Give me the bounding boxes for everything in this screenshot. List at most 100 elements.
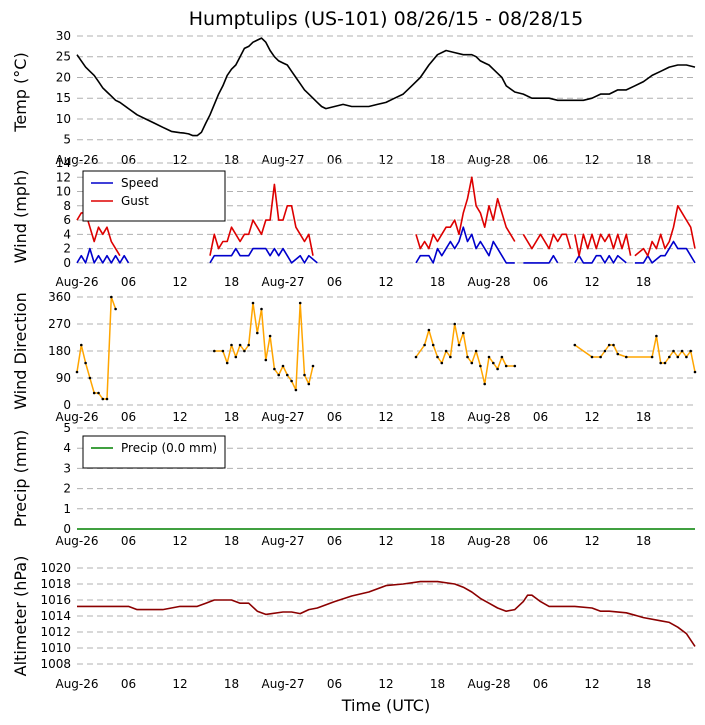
x-tick-label: Aug-28 bbox=[467, 534, 510, 548]
series-line-direction bbox=[415, 323, 515, 385]
direction-point bbox=[590, 355, 594, 359]
direction-point bbox=[676, 355, 680, 359]
y-axis-label: Precip (mm) bbox=[11, 430, 30, 528]
direction-point bbox=[483, 382, 487, 386]
direction-point bbox=[659, 361, 662, 365]
y-tick-label: 4 bbox=[63, 227, 71, 241]
legend-box bbox=[82, 170, 226, 222]
x-tick-label: 12 bbox=[378, 534, 393, 548]
direction-point bbox=[470, 361, 474, 365]
panel-altimeter: 1008 1010 1012 1014 1016 1018 1020 Altimeter (h… bbox=[11, 556, 696, 691]
direction-point bbox=[255, 331, 259, 335]
direction-point bbox=[286, 373, 289, 377]
x-tick-label: 06 bbox=[327, 677, 342, 691]
direction-point bbox=[88, 376, 92, 380]
x-tick-label: Aug-26 bbox=[55, 534, 98, 548]
direction-point bbox=[234, 355, 238, 359]
x-tick-label: 06 bbox=[121, 534, 136, 548]
x-tick-label: Aug-28 bbox=[467, 677, 510, 691]
series-line-temp bbox=[76, 37, 696, 137]
x-tick-label: 06 bbox=[327, 534, 342, 548]
x-tick-label: Aug-28 bbox=[467, 153, 510, 167]
direction-point bbox=[230, 343, 233, 347]
x-tick-label: 06 bbox=[533, 153, 548, 167]
x-tick-label: 12 bbox=[172, 534, 187, 548]
direction-point bbox=[689, 349, 692, 353]
series-line-speed bbox=[574, 254, 627, 264]
direction-point bbox=[423, 343, 426, 347]
y-tick-label: 1010 bbox=[40, 641, 71, 655]
x-tick-label: 06 bbox=[327, 153, 342, 167]
series-line-altimeter bbox=[77, 580, 696, 647]
direction-point bbox=[97, 391, 100, 395]
x-tick-label: 18 bbox=[224, 275, 239, 289]
y-tick-label: 4 bbox=[63, 441, 71, 455]
direction-point bbox=[680, 349, 684, 353]
y-tick-label: 90 bbox=[56, 371, 71, 385]
x-tick-label: 06 bbox=[121, 153, 136, 167]
x-tick-label: 12 bbox=[584, 534, 599, 548]
x-tick-label: 18 bbox=[430, 410, 445, 424]
direction-point bbox=[268, 334, 272, 338]
y-axis-label: Temp (°C) bbox=[11, 52, 30, 132]
direction-point bbox=[238, 343, 242, 347]
x-tick-label: 12 bbox=[378, 410, 393, 424]
x-tick-label: Aug-26 bbox=[55, 275, 98, 289]
series-line-speed bbox=[415, 226, 515, 264]
direction-point bbox=[655, 334, 658, 338]
series-line-speed bbox=[634, 240, 696, 264]
direction-point bbox=[479, 364, 482, 368]
y-tick-label: 2 bbox=[63, 242, 71, 256]
series-line-direction bbox=[214, 302, 314, 391]
direction-point bbox=[251, 301, 255, 305]
y-tick-label: 5 bbox=[63, 133, 71, 147]
direction-point bbox=[466, 355, 469, 359]
x-tick-label: Aug-27 bbox=[261, 534, 304, 548]
series-line-direction bbox=[76, 296, 117, 400]
legend-label: Precip (0.0 mm) bbox=[121, 441, 217, 455]
direction-point bbox=[225, 361, 229, 365]
direction-point bbox=[573, 343, 577, 347]
series-line-gust bbox=[574, 233, 632, 257]
direction-point bbox=[462, 331, 465, 335]
y-tick-label: 1014 bbox=[40, 609, 71, 623]
x-tick-label: 06 bbox=[327, 410, 342, 424]
x-tick-label: Aug-28 bbox=[467, 410, 510, 424]
y-axis-label: Altimeter (hPa) bbox=[11, 556, 30, 677]
y-tick-label: 25 bbox=[56, 50, 71, 64]
x-tick-label: 18 bbox=[636, 677, 651, 691]
x-tick-label: 12 bbox=[172, 275, 187, 289]
direction-point bbox=[496, 367, 499, 371]
x-tick-label: 06 bbox=[121, 410, 136, 424]
y-axis-label: Wind (mph) bbox=[11, 170, 30, 264]
y-tick-label: 20 bbox=[56, 70, 71, 84]
y-tick-label: 12 bbox=[56, 170, 71, 184]
direction-point bbox=[221, 349, 225, 353]
x-tick-label: Aug-26 bbox=[55, 410, 98, 424]
y-tick-label: 5 bbox=[63, 421, 71, 435]
x-tick-label: 18 bbox=[636, 275, 651, 289]
legend-label: Speed bbox=[121, 176, 159, 190]
direction-point bbox=[500, 355, 504, 359]
series-line-speed bbox=[523, 254, 559, 264]
direction-point bbox=[474, 349, 478, 353]
direction-point bbox=[298, 301, 302, 305]
y-tick-label: 270 bbox=[48, 317, 71, 331]
x-tick-label: 12 bbox=[584, 677, 599, 691]
x-tick-label: 06 bbox=[327, 275, 342, 289]
x-tick-label: Aug-28 bbox=[467, 275, 510, 289]
x-tick-label: 06 bbox=[533, 275, 548, 289]
series-line-speed bbox=[76, 247, 130, 264]
series-line-direction bbox=[574, 335, 696, 373]
y-tick-label: 1018 bbox=[40, 577, 71, 591]
direction-point bbox=[440, 361, 444, 365]
x-tick-label: 06 bbox=[121, 275, 136, 289]
series-line-gust bbox=[415, 176, 516, 250]
x-tick-label: 06 bbox=[533, 534, 548, 548]
x-tick-label: Aug-27 bbox=[261, 677, 304, 691]
x-tick-label: 18 bbox=[224, 153, 239, 167]
direction-point bbox=[414, 355, 418, 359]
x-tick-label: 18 bbox=[430, 677, 445, 691]
direction-point bbox=[92, 391, 96, 395]
